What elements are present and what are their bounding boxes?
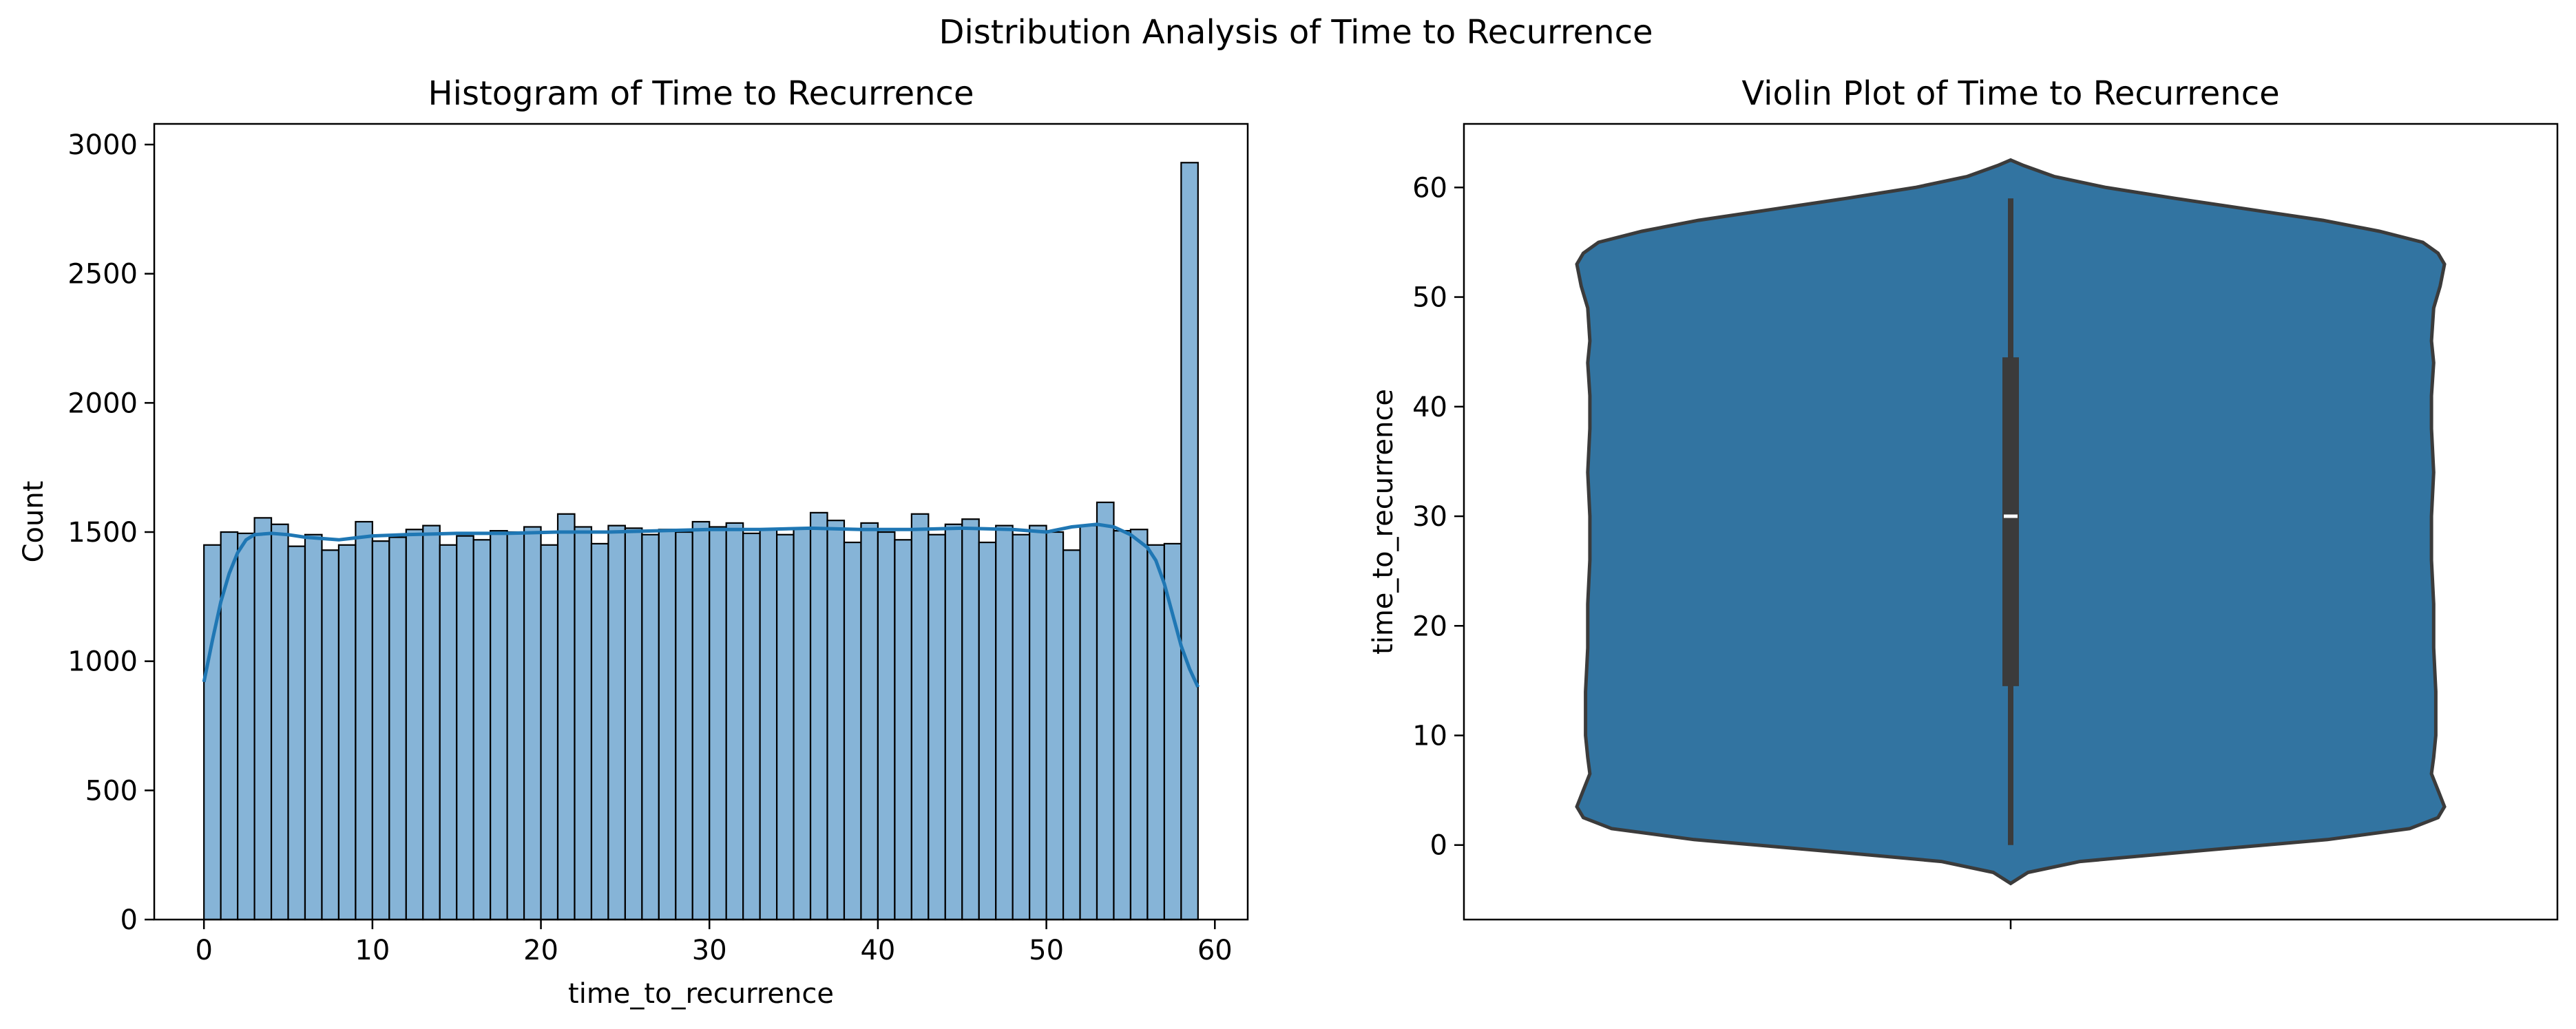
histogram-bar [826,520,846,921]
histogram-bar [540,544,559,921]
histogram-y-tick-label: 500 [85,775,138,807]
histogram-bar [691,520,711,921]
histogram-bar [1129,529,1149,921]
histogram-y-tick-label: 2500 [67,259,138,290]
histogram-bar [1180,162,1199,921]
histogram-y-tick-label: 3000 [67,129,138,161]
histogram-bar [910,513,930,921]
histogram-bar [556,513,576,921]
histogram-y-tick-label: 2000 [67,388,138,419]
histogram-bar [1012,533,1031,921]
histogram-bar [472,539,492,921]
histogram-bar [439,544,458,921]
histogram-kde-line [202,522,1200,688]
histogram-bar [355,520,373,921]
histogram-y-tick-label: 1000 [67,646,138,678]
histogram-bar [1146,544,1165,921]
histogram-bar [1113,530,1132,921]
histogram-bar [388,536,407,921]
histogram-bar [270,523,289,921]
histogram-bar [725,522,744,921]
histogram-bar [590,542,609,921]
histogram-bar [371,540,390,921]
histogram-bar [1163,542,1182,921]
histogram-bar [490,530,508,921]
histogram-bar [1096,501,1115,921]
histogram-bars [203,162,1199,921]
histogram-y-tick-label: 1500 [67,517,138,549]
violin-y-tick-label: 40 [1412,392,1447,423]
histogram-title: Histogram of Time to Recurrence [428,74,974,113]
histogram-bar [658,529,677,921]
violin-box [2002,357,2019,686]
violin-title: Violin Plot of Time to Recurrence [1741,74,2279,113]
histogram-bar [624,527,643,921]
violin-panel: Violin Plot of Time to Recurrence 0 10 20 3… [1368,74,2559,929]
violin-frame [1463,123,2559,921]
histogram-bar [894,539,912,921]
histogram-x-tick-label: 30 [692,935,727,966]
histogram-bar [287,545,306,921]
histogram-bar [506,531,525,921]
histogram-bar [321,549,340,921]
histogram-bar [742,532,761,921]
histogram-bar [422,524,441,921]
figure-suptitle: Distribution Analysis of Time to Recurre… [939,13,1653,52]
histogram-bar [944,523,963,921]
violin-y-tick-label: 50 [1412,282,1447,314]
violin-y-tick-label: 60 [1412,172,1447,204]
histogram-bar [1029,524,1047,921]
histogram-x-tick-label: 50 [1029,935,1064,966]
histogram-bar [928,533,946,921]
histogram-x-tick-label: 0 [195,935,212,966]
histogram-bar [709,526,727,921]
histogram-bar [641,533,660,921]
violin-y-ticks: 0 10 20 30 40 50 60 [1412,172,1464,862]
histogram-x-tick-label: 40 [860,935,895,966]
violin-y-tick-label: 20 [1412,611,1447,642]
histogram-bar [607,524,626,921]
histogram-bar [793,527,812,921]
histogram-x-tick-label: 20 [523,935,558,966]
violin-y-tick-label: 30 [1412,501,1447,533]
histogram-bar [203,544,222,921]
histogram-bar [1062,549,1081,921]
violin-y-tick-label: 0 [1430,830,1447,862]
histogram-y-tick-label: 0 [121,904,138,936]
violin-y-label: time_to_recurrence [1368,389,1399,655]
histogram-bar [237,532,255,921]
histogram-bar [253,517,273,921]
histogram-x-label: time_to_recurrence [568,978,834,1010]
histogram-bar [523,526,542,921]
histogram-x-tick-label: 60 [1197,935,1233,966]
histogram-bar [456,535,474,921]
histogram-bar [304,533,323,921]
histogram-x-tick-label: 10 [355,935,390,966]
histogram-y-ticks: 0 500 1000 1500 2000 2500 3000 [67,129,154,936]
histogram-bar [337,544,357,921]
histogram-bar [776,533,795,921]
histogram-x-ticks: 0 10 20 30 40 50 60 [195,920,1233,966]
histogram-bar [978,541,997,921]
histogram-bar [877,531,896,921]
violin-y-tick-label: 10 [1412,720,1447,752]
histogram-bar [405,529,424,921]
histogram-bar [860,522,879,921]
histogram-bar [843,541,862,921]
histogram-bar [675,531,693,921]
histogram-bar [995,524,1014,921]
histogram-bar [961,518,980,921]
histogram-bar [759,529,778,921]
histogram-bar [809,511,828,921]
histogram-y-label: Count [18,481,50,563]
histogram-bar [1045,531,1065,921]
histogram-bar [1079,524,1098,921]
histogram-frame [153,123,1249,921]
histogram-bar [574,526,593,921]
histogram-panel: Histogram of Time to Recurrence 05001000… [18,74,1249,1010]
